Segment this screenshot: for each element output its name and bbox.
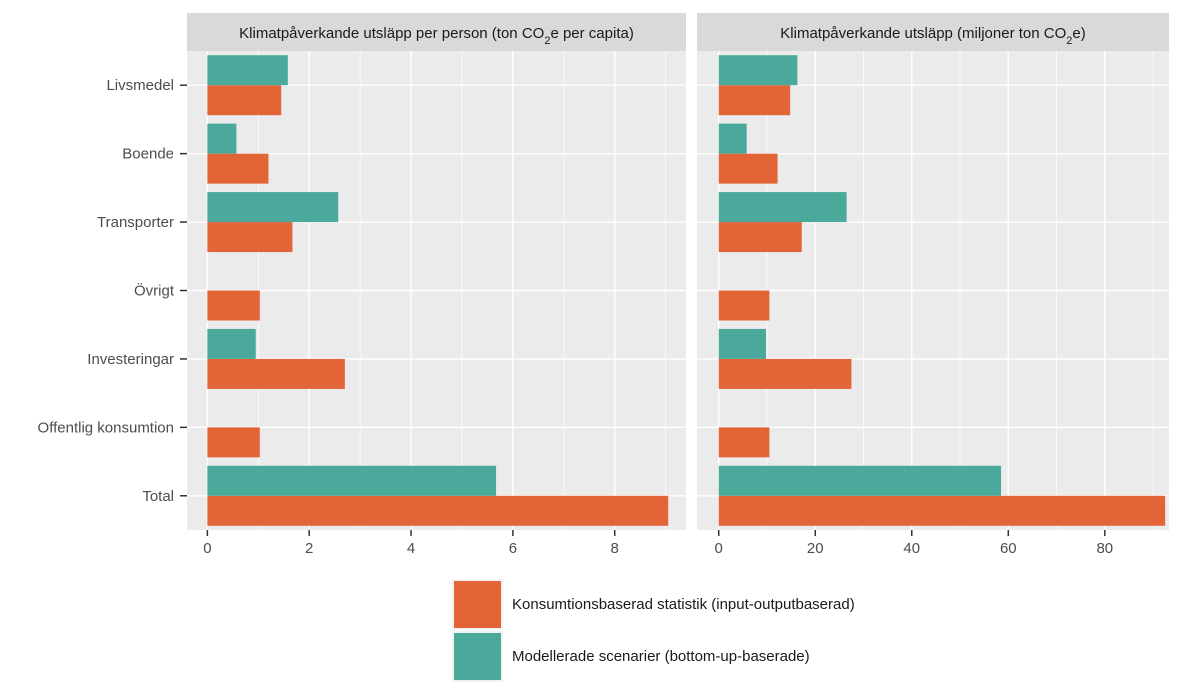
legend-item-consumption: Konsumtionsbaserad statistik (input-outp…	[452, 579, 855, 630]
category-label: Övrigt	[134, 282, 175, 300]
panel-layer: Klimatpåverkande utsläpp per person (ton…	[187, 13, 1169, 557]
legend-swatch	[454, 581, 501, 628]
bar-consumption	[718, 85, 791, 116]
bar-modelled	[207, 465, 497, 496]
bar-consumption	[718, 427, 770, 458]
category-label: Boende	[122, 146, 174, 163]
facet-strip	[187, 13, 686, 51]
x-tick-label: 6	[509, 540, 517, 557]
bar-modelled	[718, 328, 767, 359]
bar-consumption	[207, 222, 293, 253]
x-tick-label: 40	[903, 540, 920, 557]
bar-consumption	[718, 153, 778, 184]
x-tick-label: 60	[1000, 540, 1017, 557]
bar-consumption	[207, 427, 260, 458]
x-tick-label: 80	[1096, 540, 1113, 557]
bar-consumption	[207, 290, 260, 321]
bar-modelled	[207, 192, 339, 223]
bar-consumption	[718, 495, 1166, 526]
bar-modelled	[718, 192, 847, 223]
bar-consumption	[207, 358, 345, 389]
bar-consumption	[718, 358, 852, 389]
bar-modelled	[207, 328, 256, 359]
bar-consumption	[718, 290, 770, 321]
bar-modelled	[718, 55, 798, 86]
facet-strip	[697, 13, 1169, 51]
x-tick-label: 0	[715, 540, 723, 557]
bar-consumption	[207, 495, 669, 526]
category-label: Transporter	[97, 214, 174, 231]
x-tick-label: 2	[305, 540, 313, 557]
panel-1: Klimatpåverkande utsläpp per person (ton…	[187, 13, 686, 557]
legend-label: Konsumtionsbaserad statistik (input-outp…	[512, 596, 855, 613]
x-tick-label: 8	[611, 540, 619, 557]
x-tick-label: 20	[807, 540, 824, 557]
panel-2: Klimatpåverkande utsläpp (miljoner ton C…	[697, 13, 1169, 557]
legend-item-modelled: Modellerade scenarier (bottom-up-baserad…	[452, 631, 810, 682]
bar-modelled	[207, 123, 237, 154]
x-tick-label: 4	[407, 540, 415, 557]
facet-title: Klimatpåverkande utsläpp (miljoner ton C…	[780, 25, 1085, 47]
bar-consumption	[207, 153, 269, 184]
legend-swatch	[454, 633, 501, 680]
legend: Konsumtionsbaserad statistik (input-outp…	[452, 579, 855, 682]
bar-modelled	[718, 123, 747, 154]
category-label: Total	[142, 488, 174, 505]
category-label: Offentlig konsumtion	[38, 419, 174, 436]
bar-consumption	[207, 85, 282, 116]
legend-label: Modellerade scenarier (bottom-up-baserad…	[512, 648, 810, 665]
facet-title: Klimatpåverkande utsläpp per person (ton…	[239, 25, 634, 47]
category-label: Livsmedel	[106, 77, 174, 94]
bar-modelled	[207, 55, 288, 86]
category-axis: Livsmedel Boende Transporter Övrigt Invester…	[38, 77, 187, 505]
category-label: Investeringar	[87, 351, 174, 368]
bar-consumption	[718, 222, 802, 253]
x-tick-label: 0	[203, 540, 211, 557]
bar-modelled	[718, 465, 1002, 496]
